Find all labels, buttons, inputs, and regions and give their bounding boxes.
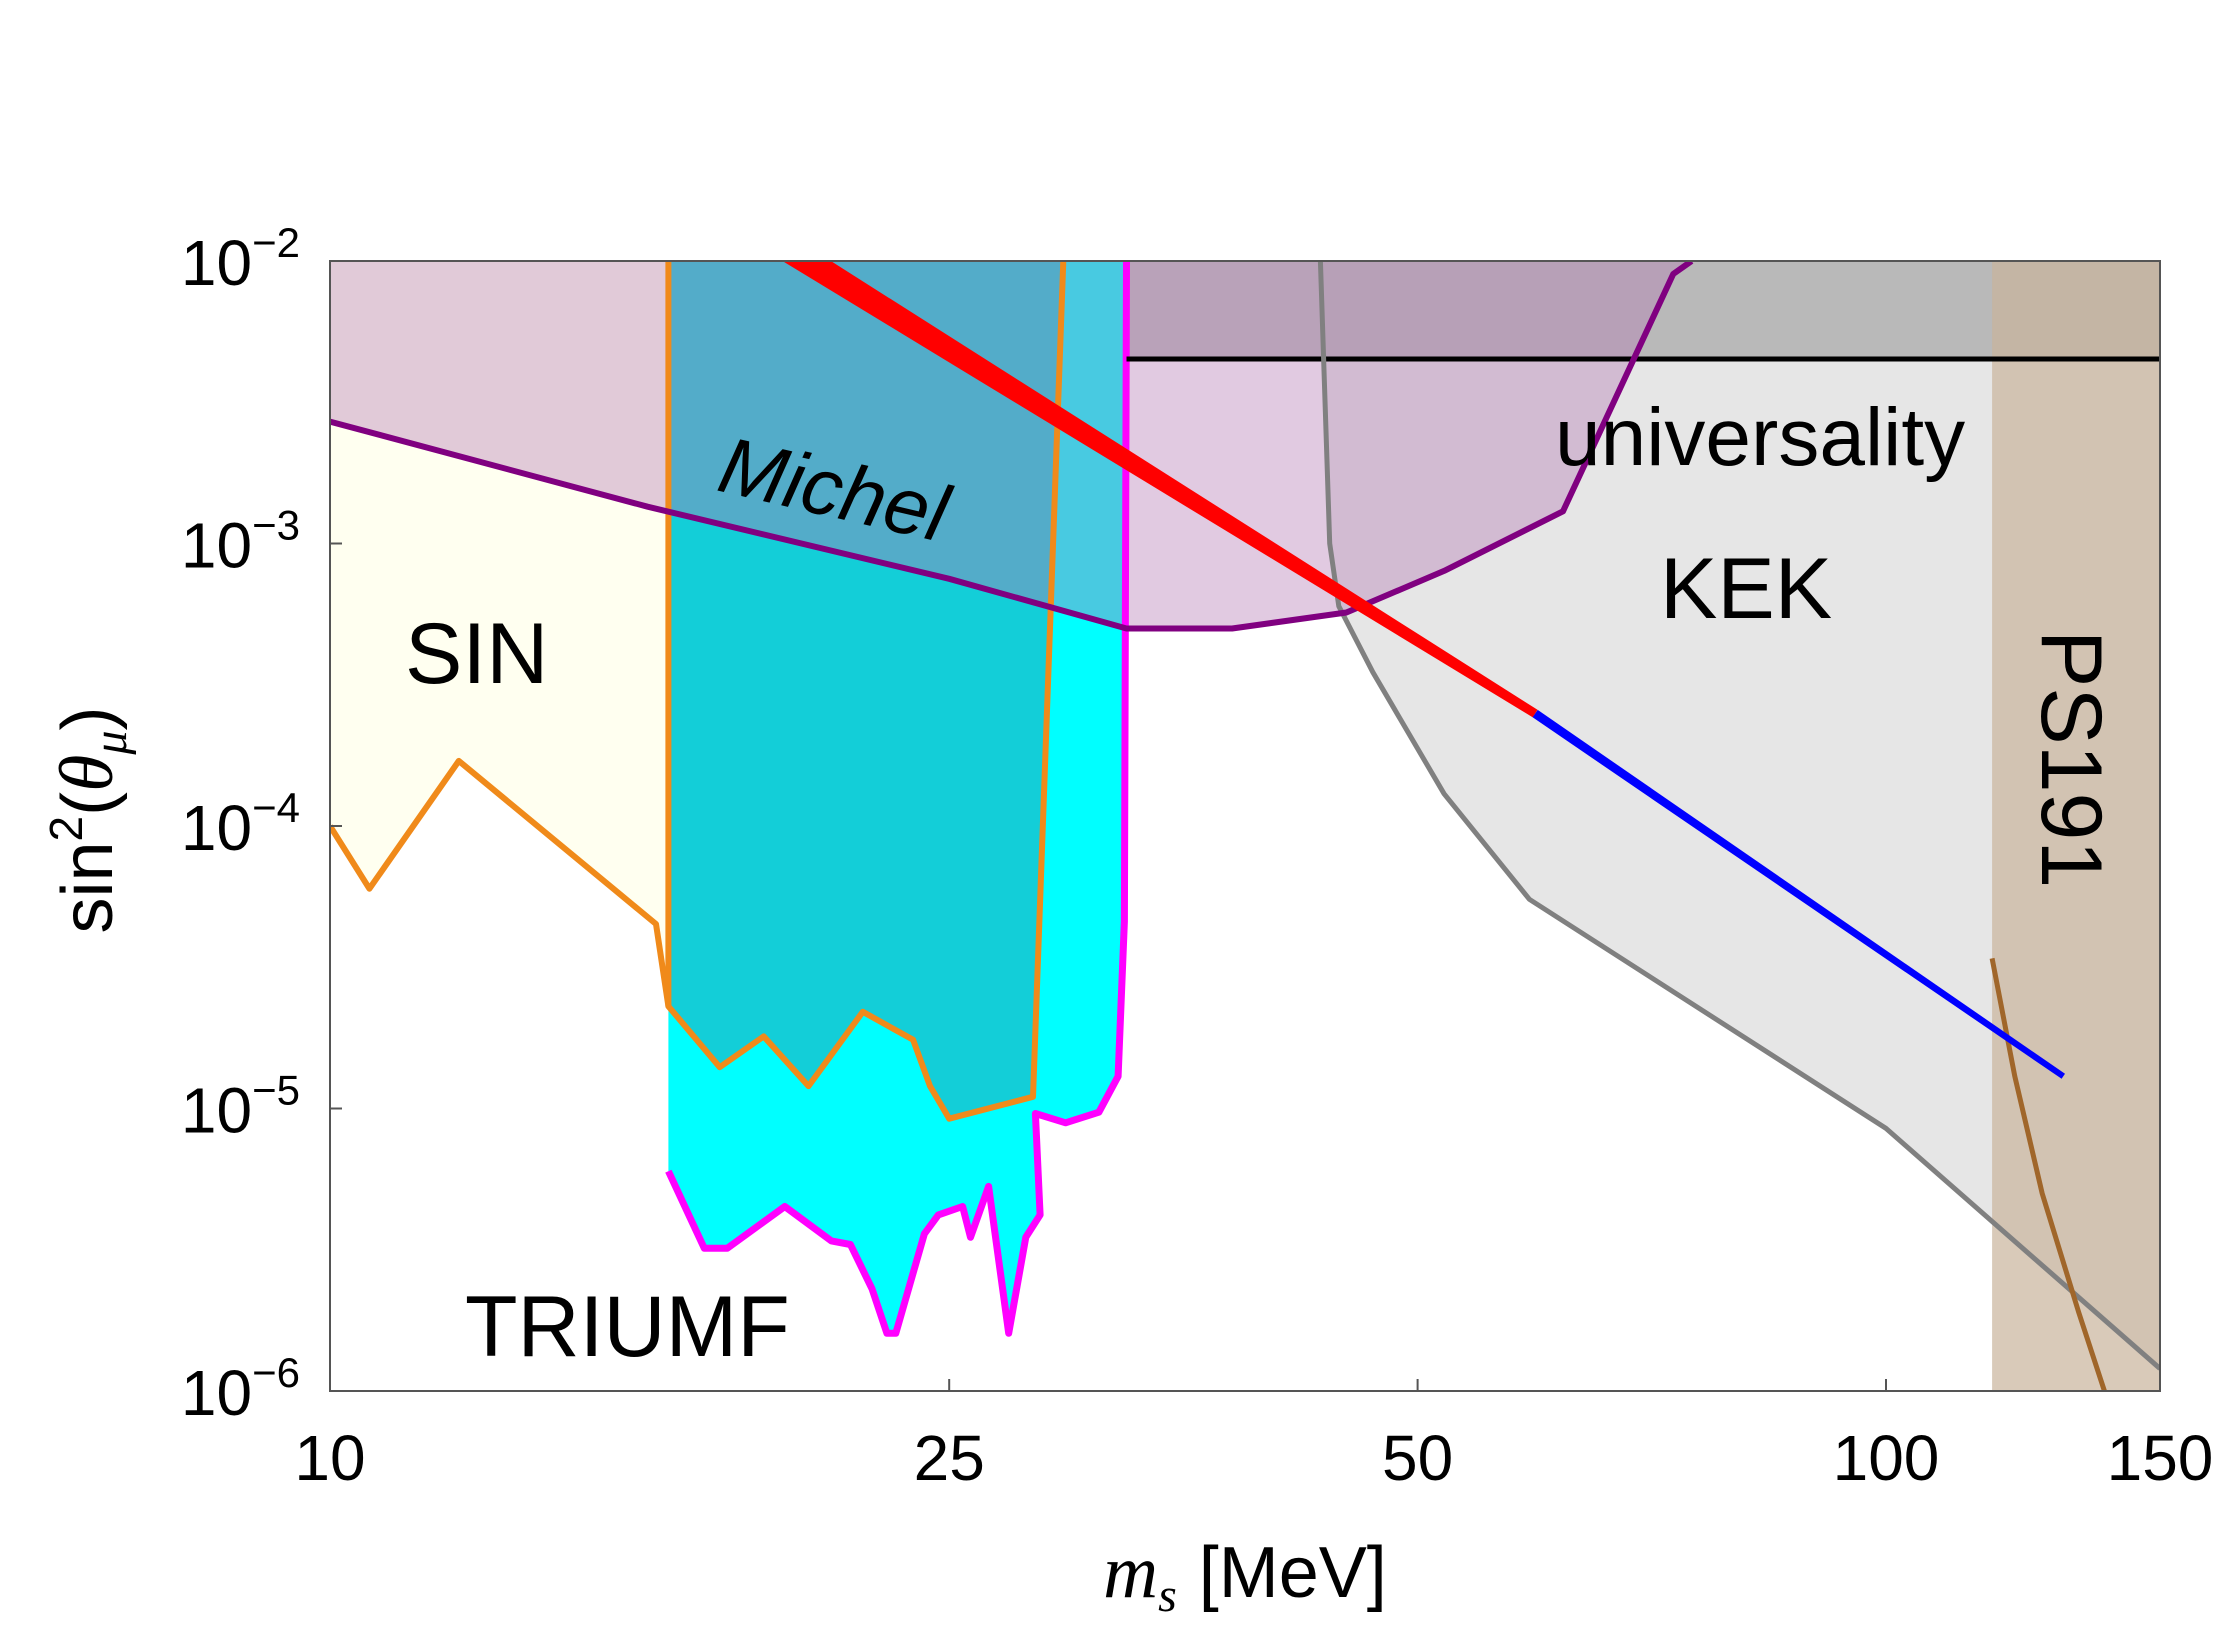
x-axis-label: ms [MeV]: [1103, 1530, 1387, 1622]
triumf-boundary: [665, 261, 1130, 1337]
triumf-region: [668, 261, 1127, 1334]
y-tick-label-exp: −4: [252, 784, 300, 831]
y-tick-label-exp: −5: [252, 1067, 300, 1114]
ps191-region: [1992, 261, 2160, 1391]
x-tick-label: 10: [294, 1422, 365, 1494]
x-tick-label: 25: [914, 1422, 985, 1494]
x-axis-label-unit: [MeV]: [1199, 1533, 1387, 1613]
y-tick-label-base: 10: [181, 510, 252, 582]
lines-layer: [330, 261, 2160, 1391]
kek-region: [1320, 261, 2160, 1369]
prediction-red: [782, 261, 1538, 718]
x-axis-label-main: m: [1103, 1530, 1158, 1614]
y-tick-label-base: 10: [181, 227, 252, 299]
y-tick-label-exp: −6: [252, 1349, 300, 1396]
y-tick-label-base: 10: [181, 1075, 252, 1147]
michel-region: [668, 261, 1064, 1119]
purple-curve: [330, 261, 1694, 632]
y-axis-label-theta: θ: [45, 755, 129, 792]
y-tick-label: 10−5: [181, 1067, 300, 1147]
y-tick-label-base: 10: [181, 792, 252, 864]
prediction-blue: [1532, 709, 2065, 1079]
label-kek: KEK: [1660, 541, 1832, 637]
y-axis-label: sin2(θμ): [40, 706, 137, 933]
x-tick-label: 100: [1833, 1422, 1940, 1494]
y-tick-label-base: 10: [181, 1357, 252, 1429]
x-tick-label: 150: [2107, 1422, 2214, 1494]
label-triumf: TRIUMF: [465, 1279, 790, 1375]
y-axis-label-exp: 2: [40, 816, 92, 842]
y-axis-label-open: (: [48, 792, 128, 816]
y-tick-label: 10−2: [181, 219, 300, 299]
y-tick-label: 10−4: [181, 784, 300, 864]
kek-boundary: [1317, 261, 2160, 1371]
y-tick-label-exp: −2: [252, 219, 300, 266]
sin-boundary: [330, 757, 672, 1007]
y-axis-label-fn: sin: [48, 841, 128, 933]
universality-region: [1126, 261, 2160, 359]
michel-boundary: [665, 261, 1067, 1122]
x-axis-label-sub: s: [1158, 1569, 1177, 1622]
label-universality: universality: [1555, 392, 1965, 483]
y-axis-label-sub: μ: [84, 730, 137, 755]
label-sin: SIN: [405, 606, 548, 702]
y-tick-label-exp: −3: [252, 502, 300, 549]
y-tick-label: 10−3: [181, 502, 300, 582]
label-ps191: PS191: [2023, 630, 2119, 888]
y-tick-label: 10−6: [181, 1349, 300, 1429]
y-axis-label-close: ): [48, 706, 128, 730]
x-tick-label: 50: [1382, 1422, 1453, 1494]
